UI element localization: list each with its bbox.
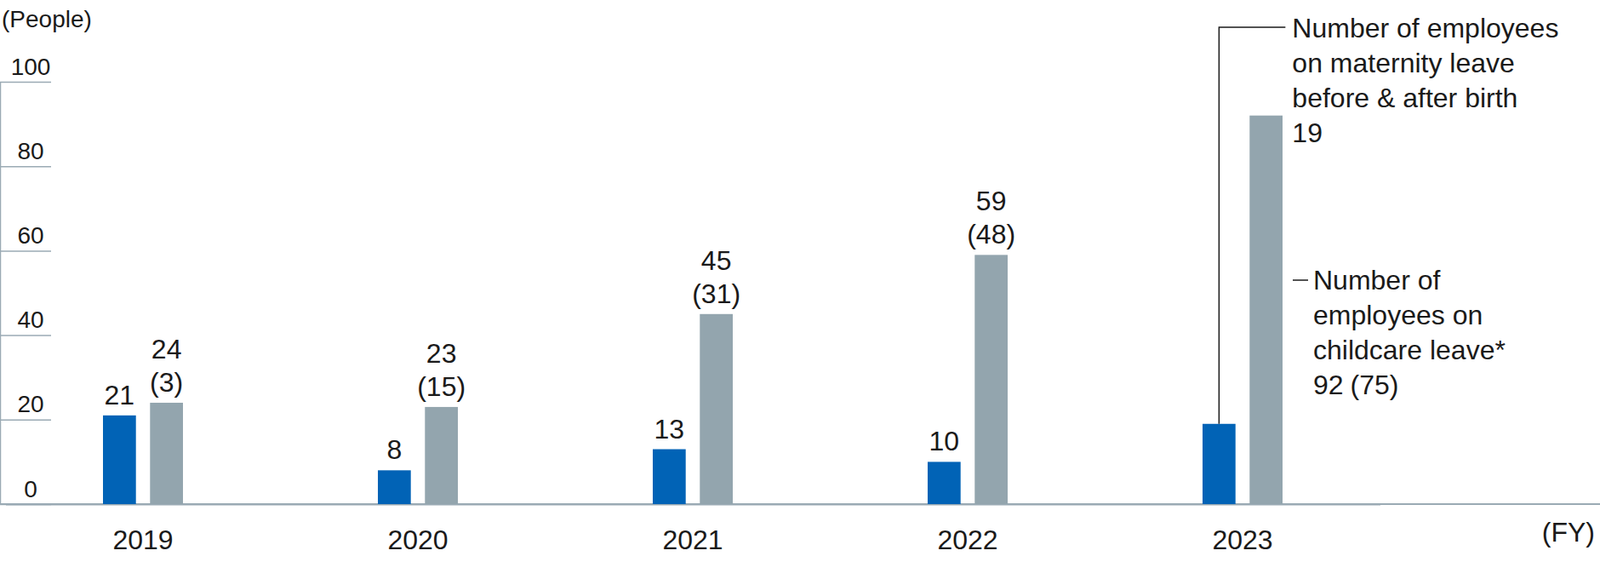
x-tick-label: 2023 <box>1211 524 1273 555</box>
data-label: 24 <box>151 333 183 365</box>
callout-value-number: 19 <box>1291 117 1323 149</box>
data-sub-label: (3) <box>149 366 183 398</box>
bar <box>377 469 412 504</box>
data-label: 10 <box>929 425 960 457</box>
callout-line: Number of employees <box>1291 12 1559 44</box>
y-tick-label: 60 <box>17 222 44 249</box>
callout-line: childcare leave* <box>1313 334 1506 366</box>
x-axis: 2019 2020 2021 2022 2023 <box>5 503 1381 555</box>
y-tick-line <box>0 419 52 422</box>
y-tick-line <box>0 165 52 168</box>
callout-leader <box>1292 279 1309 281</box>
x-axis-line <box>5 503 1381 506</box>
data-labels: 21 8 13 10 24(3) 23(15) 45(31) 59(48) <box>104 185 1017 465</box>
y-tick-line <box>0 250 52 252</box>
data-label: 23 <box>426 337 458 369</box>
data-sub-label: (15) <box>417 371 466 402</box>
data-label: 21 <box>104 379 136 411</box>
y-tick-label: 0 <box>23 475 38 503</box>
callouts: Number of employeeson maternity leavebef… <box>1218 12 1559 424</box>
y-axis-title: (People) <box>1 5 92 33</box>
y-axis-line <box>0 82 1 505</box>
y-tick: 100 <box>0 53 52 83</box>
callout-leader <box>1218 27 1286 424</box>
data-label: 13 <box>654 413 686 445</box>
x-tick-label: 2020 <box>387 524 448 555</box>
y-tick: 20 <box>0 390 52 420</box>
y-tick-label: 80 <box>17 137 44 165</box>
bar <box>1249 115 1283 504</box>
callout-line: Number of <box>1313 264 1441 296</box>
data-label: 45 <box>701 245 732 276</box>
bar <box>699 314 733 504</box>
x-tick-label: 2019 <box>112 524 173 555</box>
bar <box>927 461 961 504</box>
callout-line: on maternity leave <box>1291 47 1515 79</box>
y-tick-label: 40 <box>17 306 44 333</box>
data-label: 8 <box>386 434 402 465</box>
bar <box>424 406 458 504</box>
series-name: Number of employeeson maternity leavebef… <box>1291 12 1559 114</box>
y-tick-label: 100 <box>11 53 52 80</box>
bar <box>974 254 1008 504</box>
bar <box>652 449 686 504</box>
series-name: Number ofemployees onchildcare leave* <box>1313 264 1506 366</box>
y-tick-label: 20 <box>17 390 44 418</box>
y-tick: 40 <box>0 306 52 336</box>
y-tick-line <box>0 334 52 337</box>
data-label: 59 <box>976 185 1007 217</box>
y-tick: 0 <box>0 475 52 505</box>
callout-value-number: 92 <box>1313 369 1344 400</box>
callout-line: before & after birth <box>1291 82 1518 114</box>
callout-value: 92(75) <box>1313 369 1400 400</box>
x-tick: 2021 <box>662 503 723 555</box>
x-tick: 2020 <box>387 503 448 555</box>
bar <box>102 415 137 504</box>
x-axis-title: (FY) <box>1542 516 1595 548</box>
y-tick: 60 <box>0 222 52 252</box>
bar <box>1202 423 1236 504</box>
y-tick-line <box>0 81 52 84</box>
x-tick: 2019 <box>112 503 173 555</box>
callout-line: employees on <box>1313 299 1483 331</box>
bar <box>149 402 183 504</box>
y-tick: 80 <box>0 137 52 167</box>
x-tick: 2023 <box>1211 503 1273 555</box>
x-tick-label: 2021 <box>662 524 723 555</box>
callout-value: 19 <box>1291 117 1323 149</box>
x-tick: 2022 <box>937 503 998 555</box>
bars <box>102 115 1283 504</box>
data-sub-label: (48) <box>966 218 1016 250</box>
baseline <box>0 502 1600 505</box>
data-sub-label: (31) <box>691 278 741 309</box>
x-tick-label: 2022 <box>937 524 998 555</box>
callout-sub-value: (75) <box>1350 369 1400 400</box>
y-axis: 0 20 40 60 80 100 <box>0 53 52 505</box>
